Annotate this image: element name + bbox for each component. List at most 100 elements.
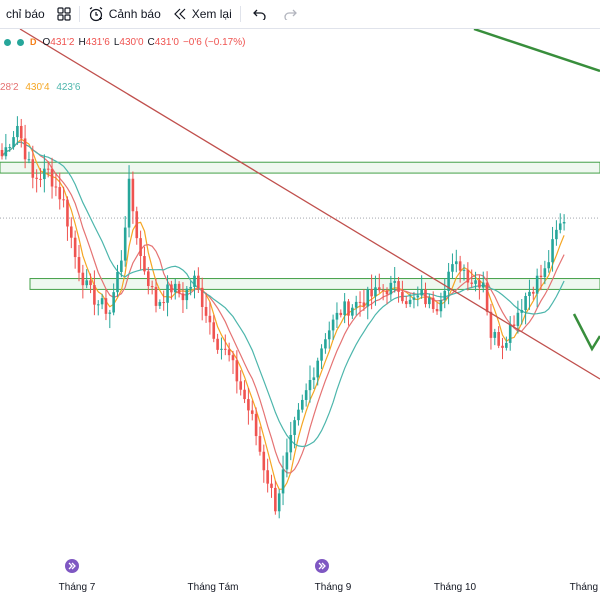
candle-body <box>370 289 373 297</box>
candle-body <box>478 280 481 288</box>
candle-body <box>193 275 196 287</box>
replay-button[interactable]: Xem lại <box>167 0 238 29</box>
candle-body <box>324 339 327 349</box>
candle-body <box>443 290 447 301</box>
support-resistance-zone[interactable] <box>0 161 600 174</box>
candle-body <box>231 355 235 361</box>
candle-body <box>489 311 493 338</box>
candle-body <box>73 237 77 258</box>
candle-body <box>347 301 350 316</box>
candle-body <box>158 302 162 306</box>
candle-body <box>316 360 319 378</box>
templates-button[interactable] <box>51 0 77 29</box>
event-marker-icon[interactable] <box>315 559 329 573</box>
candle-body <box>401 291 404 302</box>
candle-body <box>539 275 543 278</box>
candle-body <box>277 493 281 512</box>
candle-body <box>274 487 277 512</box>
candle-body <box>297 409 300 421</box>
candle-body <box>185 288 189 301</box>
candle-body <box>481 282 485 288</box>
candle-body <box>127 178 131 228</box>
candle-body <box>54 186 58 188</box>
candle-body <box>243 389 246 400</box>
grid-icon <box>57 7 71 21</box>
candle-body <box>266 470 269 484</box>
candle-body <box>535 275 539 294</box>
rewind-icon <box>173 8 187 20</box>
candle-body <box>27 159 31 161</box>
status-dot-icon <box>17 38 24 46</box>
high-value: 431'6 <box>85 36 110 48</box>
x-tick-label: Tháng 7 <box>58 582 96 593</box>
candle-body <box>385 290 389 295</box>
candle-body <box>562 222 566 224</box>
candle-body <box>532 291 535 294</box>
candle-body <box>505 342 508 348</box>
time-axis[interactable]: Tháng 7 Tháng Tám Tháng 9 Tháng 10 Tháng… <box>0 552 600 600</box>
price-chart[interactable] <box>0 29 600 552</box>
indicators-button[interactable]: chỉ báo <box>0 0 51 29</box>
candle-body <box>227 349 231 356</box>
candle-body <box>416 295 420 298</box>
ma-legend: 28'2 430'4 423'6 <box>0 82 84 93</box>
close-value: 431'0 <box>154 36 179 48</box>
candle-body <box>150 286 154 288</box>
candle-body <box>485 282 489 312</box>
candle-body <box>551 239 554 263</box>
candle-body <box>162 302 165 304</box>
candle-body <box>389 282 393 295</box>
candle-body <box>308 379 312 391</box>
candle-body <box>131 178 135 212</box>
candle-body <box>424 289 427 305</box>
undo-button[interactable] <box>243 0 277 29</box>
candle-body <box>43 168 46 180</box>
high-key: H <box>78 36 86 48</box>
candle-body <box>200 287 204 307</box>
candle-body <box>335 312 339 320</box>
redo-button[interactable] <box>277 0 303 29</box>
ohlc-legend: D O 431'2 H 431'6 L 430'0 C 431'0 −0'6 (−0.1… <box>0 34 249 50</box>
candle-body <box>404 301 408 305</box>
candle-body <box>147 271 150 287</box>
support-resistance-zone[interactable] <box>29 278 600 290</box>
candle-body <box>120 260 123 272</box>
candle-body <box>108 312 112 314</box>
candle-body <box>493 332 497 338</box>
candle-body <box>112 292 115 313</box>
alarm-clock-icon <box>88 6 104 22</box>
candle-body <box>466 269 470 283</box>
candle-body <box>31 159 35 178</box>
candle-body <box>366 289 370 307</box>
candle-body <box>558 223 562 230</box>
red-trendline[interactable] <box>19 29 600 380</box>
alert-button[interactable]: Cảnh báo <box>82 0 167 29</box>
candle-body <box>439 300 443 312</box>
ma-mid-line <box>1 138 565 490</box>
low-key: L <box>113 36 120 48</box>
candle-body <box>104 298 108 314</box>
candle-body <box>212 322 216 339</box>
candle-body <box>250 410 254 414</box>
candle-body <box>351 307 354 316</box>
green-projection-line[interactable] <box>572 313 600 352</box>
x-tick-label: Tháng 10 <box>433 582 477 593</box>
candle-body <box>173 283 177 293</box>
candle-body <box>58 187 62 200</box>
candle-body <box>12 137 15 148</box>
candle-body <box>0 149 4 157</box>
candle-body <box>339 312 343 316</box>
candle-body <box>354 301 358 308</box>
candle-body <box>285 452 289 470</box>
change-value: −0'6 (−0.17%) <box>182 36 246 48</box>
candle-body <box>451 264 454 272</box>
candle-body <box>543 268 547 278</box>
event-marker-icon[interactable] <box>65 559 79 573</box>
candle-body <box>374 287 377 297</box>
green-trendline[interactable] <box>473 29 600 73</box>
candle-body <box>393 281 396 283</box>
ma-fast-line <box>1 141 565 474</box>
top-toolbar: chỉ báo Cảnh báo Xem lại <box>0 0 600 29</box>
candle-body <box>312 377 316 380</box>
candle-body <box>66 199 69 227</box>
